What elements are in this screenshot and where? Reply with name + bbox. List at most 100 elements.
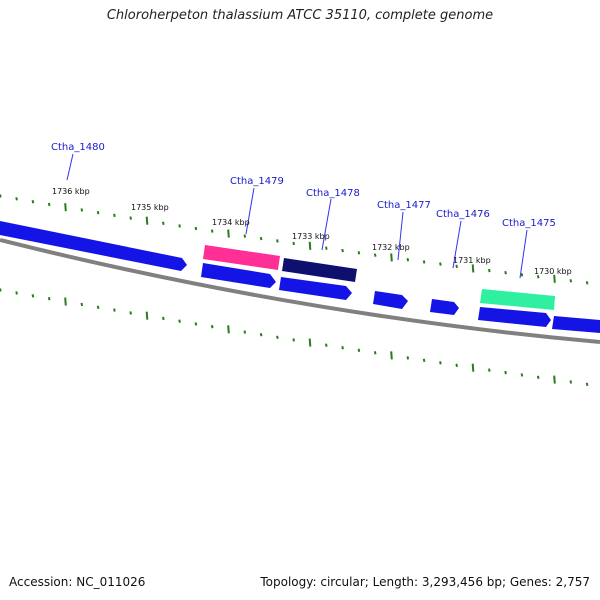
- outer-minor-tick: [439, 262, 442, 266]
- outer-minor-tick: [585, 281, 589, 285]
- scale-label-1734: 1734 kbp: [212, 218, 250, 227]
- gene-arrow-ctha-1475[interactable]: [480, 289, 555, 310]
- outer-minor-tick: [536, 275, 540, 279]
- scale-label-1736: 1736 kbp: [52, 187, 90, 196]
- outer-minor-tick: [47, 202, 51, 207]
- gene-arrow-ctha-1474[interactable]: [552, 316, 600, 333]
- inner-tick-row: [0, 288, 589, 386]
- inner-minor-tick: [341, 346, 344, 350]
- inner-minor-tick: [0, 288, 2, 292]
- outer-tick-row: [0, 194, 589, 285]
- outer-minor-tick: [276, 239, 279, 243]
- scale-label-1731: 1731 kbp: [453, 256, 491, 265]
- outer-major-tick: [227, 229, 230, 238]
- inner-minor-tick: [373, 351, 377, 355]
- inner-minor-tick: [520, 373, 524, 377]
- inner-minor-tick: [47, 297, 51, 301]
- map-title: Chloroherpeton thalassium ATCC 35110, co…: [106, 8, 494, 23]
- genome-backbone: [0, 238, 600, 344]
- inner-minor-tick: [243, 330, 247, 334]
- outer-minor-tick: [406, 257, 410, 262]
- inner-major-tick: [64, 297, 67, 306]
- outer-minor-tick: [455, 264, 458, 268]
- inner-minor-tick: [585, 382, 589, 386]
- gene-label-ctha-1477[interactable]: Ctha_1477: [377, 200, 431, 211]
- scale-label-1733: 1733 kbp: [292, 232, 330, 241]
- genome-summary-text: Topology: circular; Length: 3,293,456 bp…: [260, 575, 590, 589]
- outer-minor-tick: [520, 273, 524, 277]
- inner-minor-tick: [357, 348, 361, 353]
- outer-minor-tick: [357, 251, 361, 255]
- outer-minor-tick: [422, 260, 426, 264]
- outer-minor-tick: [504, 270, 507, 275]
- gene-arrow-ctha-1475-b[interactable]: [478, 307, 551, 327]
- inner-minor-tick: [194, 322, 198, 326]
- outer-minor-tick: [15, 197, 18, 201]
- outer-minor-tick: [0, 194, 2, 198]
- gene-arrow-ctha-1477[interactable]: [373, 291, 408, 309]
- outer-minor-tick: [129, 216, 132, 220]
- accession-text: Accession: NC_011026: [9, 575, 146, 589]
- label-line-ctha-1478: [321, 198, 332, 251]
- outer-minor-tick: [569, 279, 573, 283]
- outer-minor-tick: [488, 268, 491, 273]
- inner-minor-tick: [178, 319, 181, 323]
- outer-minor-tick: [373, 253, 377, 257]
- outer-minor-tick: [194, 226, 198, 231]
- gene-arrow-ctha-1480[interactable]: [0, 221, 187, 271]
- gene-arrow-ctha-1478[interactable]: [282, 258, 357, 282]
- inner-major-tick: [390, 351, 393, 360]
- gene-arrow-ctha-1478-b[interactable]: [279, 277, 352, 300]
- inner-minor-tick: [536, 375, 540, 379]
- gene-label-lines: [66, 153, 528, 279]
- inner-minor-tick: [488, 368, 491, 372]
- outer-major-tick: [64, 203, 67, 212]
- gene-label-ctha-1478[interactable]: Ctha_1478: [306, 188, 360, 199]
- outer-minor-tick: [178, 224, 181, 228]
- gene-arrow-ctha-1479[interactable]: [203, 245, 280, 270]
- gene-arrow-ctha-1476[interactable]: [430, 299, 459, 315]
- inner-major-tick: [145, 311, 149, 320]
- scale-label-1732: 1732 kbp: [372, 243, 410, 252]
- inner-minor-tick: [455, 363, 458, 367]
- inner-minor-tick: [325, 343, 328, 347]
- inner-minor-tick: [504, 370, 507, 375]
- inner-minor-tick: [210, 324, 214, 329]
- inner-minor-tick: [439, 361, 442, 365]
- label-line-ctha-1475: [519, 229, 528, 279]
- label-line-ctha-1476: [452, 220, 462, 269]
- outer-minor-tick: [325, 246, 328, 250]
- inner-minor-tick: [259, 333, 263, 337]
- scale-label-1735: 1735 kbp: [131, 203, 169, 212]
- outer-minor-tick: [96, 210, 100, 215]
- inner-minor-tick: [96, 305, 100, 309]
- gene-label-ctha-1480[interactable]: Ctha_1480: [51, 142, 105, 153]
- label-line-ctha-1479: [245, 187, 255, 235]
- gene-label-ctha-1479[interactable]: Ctha_1479: [230, 176, 284, 187]
- scale-labels: 1736 kbp 1735 kbp 1734 kbp 1733 kbp 1732…: [52, 187, 572, 276]
- inner-minor-tick: [129, 311, 132, 315]
- inner-major-tick: [471, 363, 475, 372]
- outer-major-tick: [390, 253, 393, 262]
- inner-major-tick: [227, 325, 230, 334]
- outer-minor-tick: [113, 213, 116, 218]
- inner-minor-tick: [292, 338, 295, 342]
- gene-arrows: [0, 221, 600, 333]
- label-line-ctha-1477: [397, 211, 404, 261]
- inner-major-tick: [308, 338, 312, 347]
- gene-label-ctha-1475[interactable]: Ctha_1475: [502, 218, 556, 229]
- outer-minor-tick: [243, 234, 247, 238]
- outer-major-tick: [471, 264, 475, 273]
- inner-major-tick: [553, 375, 556, 384]
- inner-minor-tick: [80, 302, 84, 307]
- outer-minor-tick: [162, 221, 165, 225]
- scale-label-1730: 1730 kbp: [534, 267, 572, 276]
- inner-minor-tick: [569, 380, 573, 384]
- gene-labels: Ctha_1480 Ctha_1479 Ctha_1478 Ctha_1477 …: [51, 142, 556, 229]
- gene-arrow-ctha-1479-b[interactable]: [201, 263, 276, 288]
- outer-minor-tick: [80, 208, 84, 212]
- outer-major-tick: [145, 216, 149, 225]
- inner-minor-tick: [31, 294, 35, 298]
- gene-label-ctha-1476[interactable]: Ctha_1476: [436, 209, 490, 220]
